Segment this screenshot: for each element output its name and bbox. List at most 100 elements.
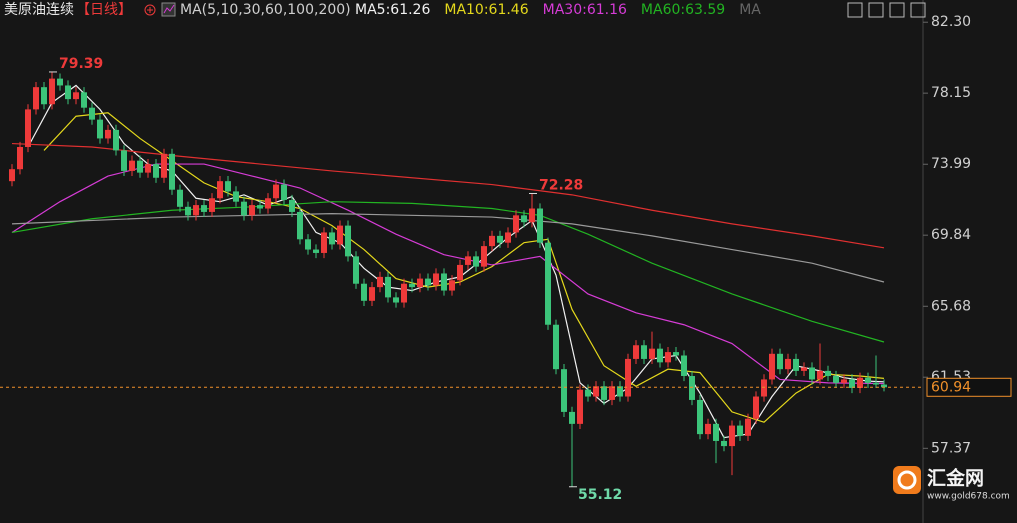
high-label: 79.39 bbox=[59, 56, 103, 72]
candle-body bbox=[833, 376, 839, 383]
candle-body bbox=[129, 160, 135, 171]
candle-body bbox=[881, 384, 887, 388]
indicator: MA(5,10,30,60,100,200) bbox=[180, 2, 351, 18]
candle-body bbox=[609, 386, 615, 400]
candle-body bbox=[849, 379, 855, 388]
chart-title: 美原油连续 bbox=[4, 1, 74, 18]
candle-body bbox=[513, 215, 519, 233]
candle-body bbox=[753, 396, 759, 419]
candle-body bbox=[793, 358, 799, 371]
candle-body bbox=[697, 399, 703, 435]
candle-body bbox=[81, 92, 87, 108]
y-tick-label: 73.99 bbox=[931, 156, 971, 172]
candle-body bbox=[217, 181, 223, 199]
candle-body bbox=[9, 169, 15, 182]
candle-body bbox=[617, 386, 623, 397]
candle-body bbox=[441, 273, 447, 291]
candle-body bbox=[601, 386, 607, 400]
candle-body bbox=[761, 379, 767, 397]
candle-body bbox=[25, 109, 31, 147]
candle-body bbox=[89, 107, 95, 120]
candle-body bbox=[657, 348, 663, 363]
indicator-icon[interactable] bbox=[161, 2, 176, 17]
candle-body bbox=[873, 382, 879, 385]
candle-body bbox=[145, 164, 151, 173]
toolbar-button[interactable] bbox=[889, 2, 905, 18]
logo bbox=[893, 466, 921, 494]
legend-tail: MA bbox=[739, 2, 761, 18]
candle-body bbox=[649, 348, 655, 359]
last-price-label: 60.94 bbox=[931, 379, 971, 395]
toolbar-button[interactable] bbox=[847, 2, 863, 18]
candle-body bbox=[713, 423, 719, 441]
candle-body bbox=[169, 153, 175, 190]
add-icon[interactable] bbox=[144, 4, 156, 16]
candle-body bbox=[113, 129, 119, 151]
y-tick-label: 57.37 bbox=[931, 440, 971, 456]
ma-line bbox=[11, 201, 885, 343]
candle-body bbox=[265, 198, 271, 209]
candle-body bbox=[105, 129, 111, 139]
candle-body bbox=[777, 353, 783, 370]
candle-body bbox=[481, 246, 487, 267]
y-tick-label: 82.30 bbox=[931, 14, 971, 30]
candle-body bbox=[449, 280, 455, 291]
candle-body bbox=[865, 377, 871, 383]
candle-body bbox=[529, 208, 535, 223]
candle-body bbox=[161, 153, 167, 178]
candle-body bbox=[361, 283, 367, 301]
candle-body bbox=[425, 278, 431, 286]
candle-body bbox=[825, 370, 831, 377]
candle-body bbox=[801, 367, 807, 371]
candle-body bbox=[233, 191, 239, 202]
candle-body bbox=[665, 352, 671, 363]
y-tick-label: 65.68 bbox=[931, 298, 971, 314]
candle-body bbox=[585, 389, 591, 397]
candle-body bbox=[393, 297, 399, 303]
candle-body bbox=[841, 379, 847, 383]
candle-body bbox=[57, 78, 63, 86]
candle-body bbox=[505, 232, 511, 243]
candle-body bbox=[257, 205, 263, 209]
candle-body bbox=[705, 423, 711, 435]
watermark-url: www.gold678.com bbox=[927, 492, 1010, 502]
candle-body bbox=[337, 225, 343, 245]
candle-body bbox=[41, 87, 47, 105]
candle-body bbox=[809, 367, 815, 380]
candle-body bbox=[321, 232, 327, 253]
candle-body bbox=[409, 283, 415, 288]
candle-body bbox=[401, 283, 407, 303]
candle-body bbox=[369, 287, 375, 301]
candle-body bbox=[49, 78, 55, 105]
toolbar-button[interactable] bbox=[910, 2, 926, 18]
candle-body bbox=[641, 345, 647, 359]
last-price-box bbox=[926, 377, 1012, 397]
candle-body bbox=[521, 215, 527, 223]
period[interactable]: 【日线】 bbox=[76, 2, 132, 18]
legend-entry: MA10:61.46 bbox=[444, 2, 528, 18]
toolbar bbox=[847, 2, 926, 18]
candle-body bbox=[177, 189, 183, 207]
candle-body bbox=[121, 150, 127, 171]
candle-body bbox=[33, 87, 39, 110]
candle-body bbox=[625, 358, 631, 397]
candle-body bbox=[209, 198, 215, 212]
candle-body bbox=[553, 324, 559, 370]
candle-body bbox=[537, 208, 543, 243]
candle-body bbox=[185, 206, 191, 216]
toolbar-button[interactable] bbox=[868, 2, 884, 18]
candle-body bbox=[729, 425, 735, 447]
ma-line bbox=[11, 213, 885, 283]
candle-body bbox=[769, 353, 775, 380]
candle-body bbox=[457, 264, 463, 281]
candle-body bbox=[433, 273, 439, 286]
candle-body bbox=[385, 276, 391, 298]
candle-body bbox=[73, 92, 79, 100]
candle-body bbox=[201, 205, 207, 212]
candle-body bbox=[593, 386, 599, 397]
candle-body bbox=[193, 205, 199, 216]
header: 美原油连续 【日线】 MA(5,10,30,60,100,200) MA MA5… bbox=[4, 1, 761, 18]
candle-body bbox=[297, 211, 303, 240]
candle-body bbox=[377, 276, 383, 288]
